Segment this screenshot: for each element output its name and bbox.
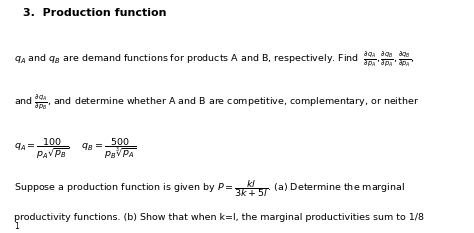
Text: $q_A = \dfrac{100}{p_A\sqrt{p_B}}, \quad q_B = \dfrac{500}{p_B\sqrt[3]{p_A}}$: $q_A = \dfrac{100}{p_A\sqrt{p_B}}, \quad… [14, 136, 137, 161]
Text: Suppose a production function is given by $P = \dfrac{kl}{3k+5l}$. (a) Determine: Suppose a production function is given b… [14, 178, 405, 199]
Text: 3.  Production function: 3. Production function [23, 8, 166, 18]
Text: productivity functions. (b) Show that when k=l, the marginal productivities sum : productivity functions. (b) Show that wh… [14, 213, 424, 222]
Text: and $\frac{\partial q_A}{\partial p_B}$, and determine whether A and B are compe: and $\frac{\partial q_A}{\partial p_B}$,… [14, 93, 419, 112]
Text: 1: 1 [14, 222, 19, 231]
Text: $\mathit{q}_A$ and $\mathit{q}_B$ are demand functions for products A and B, res: $\mathit{q}_A$ and $\mathit{q}_B$ are de… [14, 50, 415, 69]
